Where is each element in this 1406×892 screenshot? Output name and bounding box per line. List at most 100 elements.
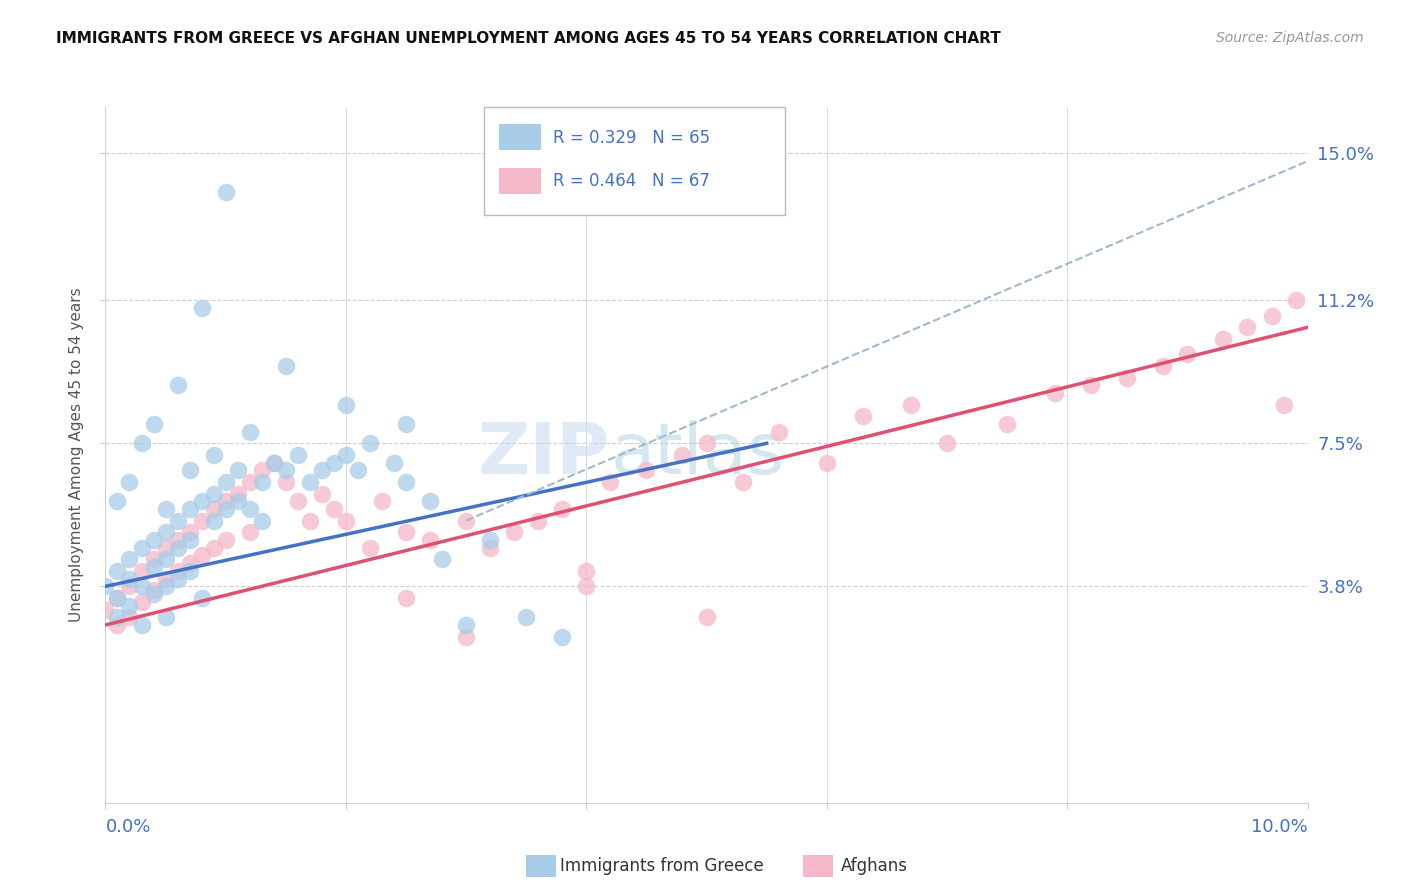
Point: [239, 475, 262, 489]
Point: [263, 456, 285, 470]
Point: [936, 436, 959, 450]
Point: [142, 552, 165, 566]
Point: [131, 541, 153, 555]
Point: [515, 610, 537, 624]
Point: [131, 436, 153, 450]
Point: [226, 494, 249, 508]
Point: [179, 525, 201, 540]
Point: [131, 564, 153, 578]
Point: [322, 502, 344, 516]
Point: [214, 494, 236, 508]
Point: [322, 456, 344, 470]
Text: 10.0%: 10.0%: [1251, 818, 1308, 837]
Point: [815, 456, 838, 470]
Point: [1236, 320, 1258, 334]
Point: [298, 514, 321, 528]
Point: [454, 630, 477, 644]
Point: [179, 502, 201, 516]
Point: [107, 494, 129, 508]
Point: [214, 475, 236, 489]
Point: [1116, 370, 1139, 384]
Point: [359, 436, 381, 450]
Point: [430, 552, 453, 566]
Text: Afghans: Afghans: [841, 857, 908, 875]
Point: [575, 579, 598, 593]
Point: [503, 525, 526, 540]
Text: R = 0.464   N = 67: R = 0.464 N = 67: [553, 172, 710, 191]
Point: [214, 185, 236, 199]
Point: [155, 610, 177, 624]
Point: [94, 579, 117, 593]
Point: [696, 436, 718, 450]
Point: [274, 475, 297, 489]
Point: [250, 475, 273, 489]
Point: [166, 533, 188, 547]
Point: [1152, 359, 1174, 373]
Point: [274, 359, 297, 373]
Point: [142, 587, 165, 601]
Point: [166, 564, 188, 578]
Point: [636, 463, 658, 477]
Point: [131, 595, 153, 609]
Point: [287, 448, 309, 462]
Point: [118, 599, 141, 613]
Point: [179, 556, 201, 570]
Point: [107, 591, 129, 605]
Point: [731, 475, 754, 489]
Point: [166, 541, 188, 555]
Bar: [803, 855, 832, 877]
Point: [214, 502, 236, 516]
Point: [107, 618, 129, 632]
Point: [190, 549, 212, 563]
Point: [166, 514, 188, 528]
Point: [118, 552, 141, 566]
Point: [479, 541, 502, 555]
Point: [250, 514, 273, 528]
Point: [202, 486, 225, 500]
Point: [696, 610, 718, 624]
Point: [142, 417, 165, 431]
Point: [107, 591, 129, 605]
Point: [239, 525, 262, 540]
Point: [107, 610, 129, 624]
Point: [226, 486, 249, 500]
Point: [179, 463, 201, 477]
Point: [419, 494, 441, 508]
Point: [166, 572, 188, 586]
Point: [202, 541, 225, 555]
Point: [274, 463, 297, 477]
Point: [239, 425, 262, 439]
Point: [671, 448, 693, 462]
Point: [419, 533, 441, 547]
Point: [395, 591, 418, 605]
Point: [1175, 347, 1198, 361]
Point: [995, 417, 1018, 431]
Point: [479, 533, 502, 547]
Text: R = 0.329   N = 65: R = 0.329 N = 65: [553, 128, 710, 146]
Point: [131, 618, 153, 632]
Point: [1260, 309, 1282, 323]
Point: [575, 564, 598, 578]
Point: [179, 564, 201, 578]
Point: [551, 502, 574, 516]
Point: [359, 541, 381, 555]
Text: ZIP: ZIP: [478, 420, 610, 490]
Point: [311, 486, 333, 500]
Point: [214, 533, 236, 547]
Point: [900, 398, 922, 412]
Text: 0.0%: 0.0%: [105, 818, 150, 837]
Point: [155, 572, 177, 586]
Point: [298, 475, 321, 489]
Text: Source: ZipAtlas.com: Source: ZipAtlas.com: [1216, 31, 1364, 45]
Point: [311, 463, 333, 477]
Point: [190, 514, 212, 528]
Point: [335, 398, 357, 412]
Point: [395, 417, 418, 431]
Point: [1212, 332, 1234, 346]
Point: [155, 525, 177, 540]
Point: [142, 560, 165, 574]
Point: [202, 502, 225, 516]
Point: [527, 514, 550, 528]
Point: [335, 448, 357, 462]
Point: [239, 502, 262, 516]
